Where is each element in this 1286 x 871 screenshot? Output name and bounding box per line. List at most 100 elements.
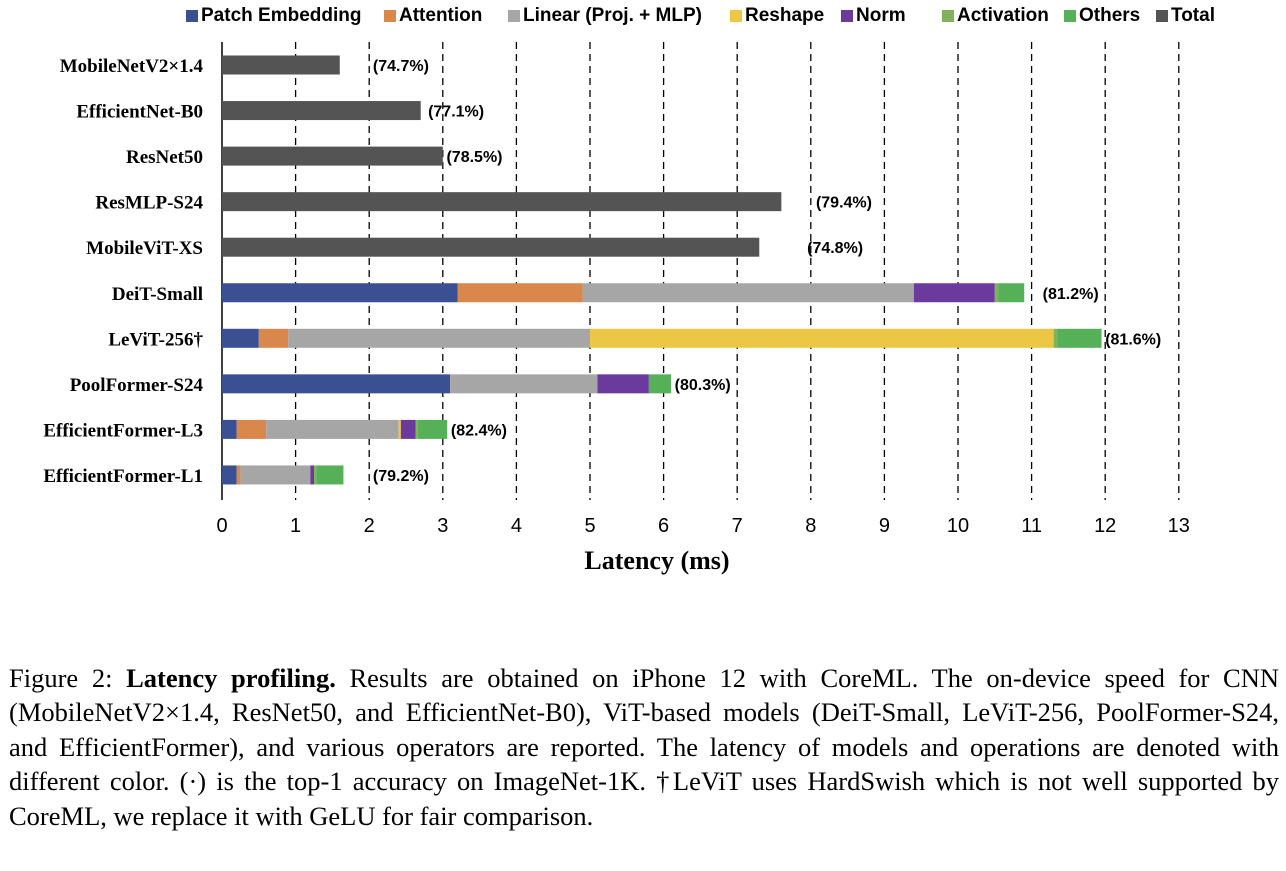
bar-segment-norm — [310, 465, 314, 485]
bar-segment-activation — [994, 283, 999, 303]
legend-label-patch-embedding: Patch Embedding — [201, 5, 362, 26]
bar-segment-norm — [913, 283, 995, 303]
accuracy-label: (82.4%) — [451, 422, 507, 439]
model-label: MobileNetV2×1.4 — [60, 56, 204, 77]
model-label: DeiT-Small — [112, 284, 203, 305]
accuracy-label: (81.6%) — [1105, 331, 1161, 348]
x-tick-label: 10 — [947, 515, 969, 537]
accuracy-labels: (74.7%) (77.1%) (78.5%) (79.4%) (74.8%) (81.2… — [373, 58, 1161, 485]
bar-segment-others — [1057, 328, 1102, 348]
accuracy-label: (74.7%) — [373, 58, 429, 75]
x-tick-label: 9 — [879, 515, 890, 537]
x-axis: 0 1 2 3 4 5 6 7 8 9 10 11 12 13 — [216, 515, 1189, 537]
bar-efficientnet-b0 — [222, 101, 421, 121]
bar-segment-linear-proj-mlp — [288, 328, 590, 348]
bar-segment-others — [648, 374, 671, 394]
x-tick-label: 4 — [511, 515, 522, 537]
model-label: EfficientFormer-L3 — [43, 420, 203, 441]
x-tick-label: 3 — [437, 515, 448, 537]
legend-swatch-reshape — [730, 10, 742, 22]
bar-segment-total — [222, 55, 340, 75]
accuracy-label: (77.1%) — [428, 104, 484, 121]
legend-label-attention: Attention — [399, 5, 483, 26]
bar-segment-norm — [597, 374, 649, 394]
legend-swatch-others — [1064, 10, 1076, 22]
x-tick-label: 1 — [290, 515, 301, 537]
bar-segment-patch-embedding — [222, 283, 458, 303]
x-tick-label: 8 — [805, 515, 816, 537]
model-label: EfficientFormer-L1 — [43, 466, 203, 487]
legend-swatch-total — [1156, 10, 1168, 22]
caption-body: Results are obtained on iPhone 12 with C… — [9, 663, 1279, 831]
figure-caption: Figure 2: Latency profiling. Results are… — [9, 661, 1279, 833]
bar-deit-small — [222, 283, 1025, 303]
model-label: ResMLP-S24 — [95, 193, 203, 214]
caption-prefix: Figure 2: — [9, 663, 127, 693]
bar-segment-patch-embedding — [222, 328, 259, 348]
bar-segment-total — [222, 146, 443, 166]
accuracy-label: (78.5%) — [446, 149, 502, 166]
bar-segment-linear-proj-mlp — [266, 419, 399, 439]
x-tick-label: 13 — [1168, 515, 1190, 537]
legend-label-reshape: Reshape — [745, 5, 825, 26]
bar-segment-linear-proj-mlp — [240, 465, 311, 485]
model-label: MobileViT-XS — [86, 238, 203, 259]
bar-segment-activation — [314, 465, 317, 485]
legend-swatch-linear-proj-mlp — [508, 10, 520, 22]
legend-label-total: Total — [1171, 5, 1215, 26]
bar-segment-attention — [258, 328, 289, 348]
legend-swatch-norm — [841, 10, 853, 22]
bar-segment-attention — [236, 419, 267, 439]
x-tick-label: 5 — [584, 515, 595, 537]
bar-segment-total — [222, 192, 782, 212]
chart-legend: Patch Embedding Attention Linear (Proj. + … — [186, 3, 1226, 29]
bar-segment-attention — [457, 283, 583, 303]
legend-label-linear-proj-mlp: Linear (Proj. + MLP) — [523, 5, 702, 26]
bar-segment-activation — [415, 419, 418, 439]
accuracy-label: (79.4%) — [816, 195, 872, 212]
x-tick-label: 6 — [658, 515, 669, 537]
bar-resmlp-s24 — [222, 192, 782, 212]
legend-label-others: Others — [1079, 5, 1141, 26]
model-label: ResNet50 — [126, 147, 203, 168]
bar-segment-norm — [400, 419, 416, 439]
bar-segment-patch-embedding — [222, 465, 237, 485]
bar-segment-reshape — [398, 419, 401, 439]
bar-segment-linear-proj-mlp — [450, 374, 598, 394]
legend-label-activation: Activation — [957, 5, 1049, 26]
bar-mobilevit-xs — [222, 237, 760, 257]
bar-segment-linear-proj-mlp — [582, 283, 914, 303]
caption-lead: Latency profiling. — [126, 663, 336, 693]
accuracy-label: (74.8%) — [807, 240, 863, 257]
bar-efficientformer-l3 — [222, 419, 448, 439]
bar-segment-others — [998, 283, 1025, 303]
model-label: LeViT-256† — [108, 329, 203, 350]
bar-levit-256 — [222, 328, 1102, 348]
x-axis-title: Latency (ms) — [584, 546, 729, 575]
bar-segment-attention — [236, 465, 241, 485]
bar-segment-others — [417, 419, 448, 439]
bar-segment-total — [222, 237, 760, 257]
model-labels: MobileNetV2×1.4 EfficientNet-B0 ResNet50 Re… — [43, 56, 203, 487]
x-tick-label: 2 — [364, 515, 375, 537]
bar-mobilenetv2-1-4 — [222, 55, 340, 75]
x-tick-label: 11 — [1021, 515, 1042, 537]
bar-segment-patch-embedding — [222, 374, 451, 394]
bar-segment-others — [316, 465, 344, 485]
x-tick-label: 0 — [216, 515, 227, 537]
legend-swatch-activation — [942, 10, 954, 22]
bar-segment-reshape — [590, 328, 1054, 348]
latency-bar-chart: MobileNetV2×1.4 EfficientNet-B0 ResNet50 Re… — [43, 42, 1190, 575]
bars — [222, 55, 1102, 485]
accuracy-label: (79.2%) — [373, 468, 429, 485]
bar-efficientformer-l1 — [222, 465, 344, 485]
bar-poolformer-s24 — [222, 374, 671, 394]
x-tick-label: 7 — [732, 515, 743, 537]
bar-segment-patch-embedding — [222, 419, 237, 439]
accuracy-label: (80.3%) — [675, 377, 731, 394]
bar-resnet50 — [222, 146, 443, 166]
legend-label-norm: Norm — [856, 5, 906, 26]
bar-segment-total — [222, 101, 421, 121]
legend-swatch-attention — [384, 10, 396, 22]
model-label: PoolFormer-S24 — [70, 375, 204, 396]
